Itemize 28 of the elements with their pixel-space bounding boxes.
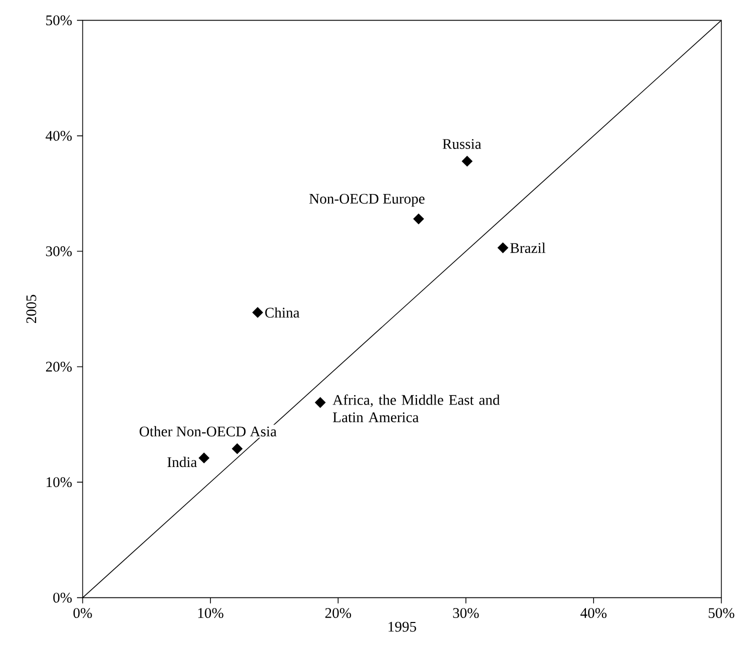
annotation: India [167,456,197,468]
point [314,397,326,408]
x-tick-label: 30% [453,608,479,618]
x-tick-label: 20% [325,608,352,618]
y-tick-label: 50% [46,15,72,26]
annotation: Other Non-OECD Asia [140,426,277,436]
x-axis-title: 1995 [388,622,416,632]
point [198,452,210,464]
point [413,214,424,224]
annotation: Africa, the Middle East and Latin America [332,394,500,422]
x-tick-label: 10% [198,608,224,618]
x-tick-label: 0% [73,608,92,618]
y-axis-title: 2005 [26,294,36,324]
y-tick-label: 0% [53,592,72,603]
point [232,443,243,454]
annotation: Non-OECD Europe [309,194,424,207]
point [462,156,472,167]
annotation: Brazil [510,242,546,253]
y-tick-label: 30% [46,246,72,256]
y-tick-label: 40% [46,130,72,141]
x-tick-label: 40% [580,608,607,618]
y-tick-label: 20% [46,362,72,372]
x-tick-label: 50% [708,608,734,618]
annotation: China [265,307,300,318]
point [252,307,263,318]
y-tick-label: 10% [46,477,72,488]
annotation: Russia [442,139,482,149]
point [498,242,508,254]
